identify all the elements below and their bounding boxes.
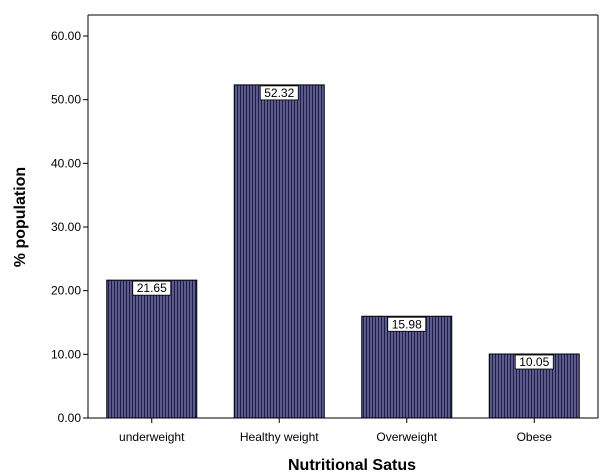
data-label-text: 15.98 xyxy=(392,317,422,331)
data-label-box xyxy=(132,280,172,296)
y-axis-title: % population xyxy=(12,167,29,267)
y-tick-label: 10.00 xyxy=(51,347,81,361)
y-tick-label: 30.00 xyxy=(51,220,81,234)
y-tick-label: 50.00 xyxy=(51,93,81,107)
data-label-text: 52.32 xyxy=(264,86,294,100)
data-label-text: 21.65 xyxy=(137,281,167,295)
x-axis-ticks: underweight Healthy weight Overweight Obese xyxy=(119,418,552,444)
x-tick-label: Healthy weight xyxy=(240,430,319,444)
data-label: 21.65 xyxy=(132,280,172,296)
data-label-box xyxy=(259,85,299,101)
data-label-box xyxy=(387,316,427,332)
y-tick-label: 20.00 xyxy=(51,284,81,298)
y-tick-label: 40.00 xyxy=(51,156,81,170)
data-label: 15.98 xyxy=(387,316,427,332)
data-label-box xyxy=(514,354,554,370)
bar xyxy=(233,84,325,419)
y-tick-label: 0.00 xyxy=(58,411,82,425)
data-label: 52.32 xyxy=(259,85,299,101)
data-label: 10.05 xyxy=(514,354,554,370)
x-tick-label: Overweight xyxy=(376,430,437,444)
data-labels: 21.65 52.32 15.98 10.05 xyxy=(132,85,554,370)
bars xyxy=(106,84,580,419)
y-tick-label: 60.00 xyxy=(51,29,81,43)
bar xyxy=(106,279,198,419)
x-tick-label: Obese xyxy=(517,430,553,444)
x-tick-label: underweight xyxy=(119,430,185,444)
x-axis-title: Nutritional Satus xyxy=(288,457,416,474)
y-axis-ticks: 0.00 10.00 20.00 30.00 40.00 50.00 60.00 xyxy=(51,29,88,425)
data-label-text: 10.05 xyxy=(519,355,549,369)
bar xyxy=(361,315,453,419)
